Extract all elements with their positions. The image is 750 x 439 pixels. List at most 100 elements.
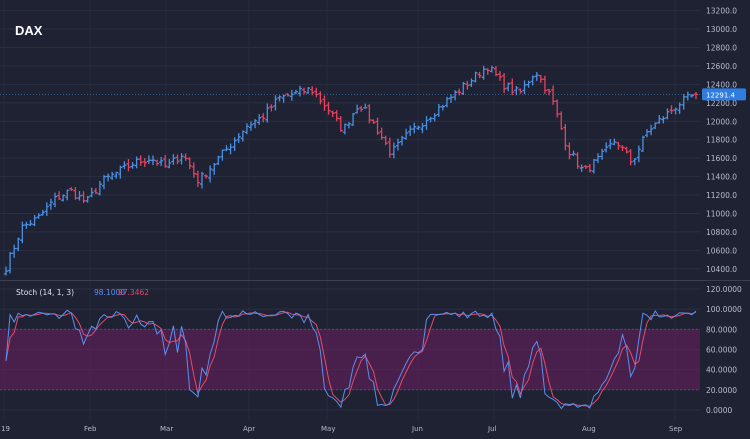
ohlc-bar [583,165,588,169]
time-tick-label: 19 [1,425,10,433]
ohlc-bar [142,158,147,168]
ohlc-bar [367,104,372,124]
ohlc-bar [444,96,449,108]
ohlc-bar [285,93,290,97]
ohlc-bar [395,138,400,151]
ohlc-bar [228,143,233,155]
ohlc-bar [326,101,331,115]
ohlc-bar [575,152,580,169]
ohlc-bar [134,156,139,169]
ohlc-bar [477,71,482,79]
ohlc-bar [542,75,547,95]
stoch-legend-name: Stoch (14, 1, 3) [16,288,74,297]
ohlc-bar [359,105,364,112]
ohlc-bar [69,187,74,191]
ohlc-bar [591,158,596,174]
stoch-tick-label: 80.0000 [706,325,737,334]
ohlc-bar [297,85,302,97]
ohlc-bar [48,198,53,210]
stoch-tick-label: 0.0000 [706,406,732,415]
ohlc-bar [473,71,478,83]
price-tick-label: 12600.0 [706,62,737,71]
ohlc-bar [224,145,229,152]
ohlc-bar [506,82,511,92]
ohlc-bar [110,171,115,180]
ohlc-bar [77,190,82,201]
ohlc-bar [649,124,654,136]
ohlc-bar [212,162,217,175]
chart-title: DAX [15,23,43,38]
ohlc-bar [420,122,425,134]
ohlc-bar [330,110,335,117]
time-axis[interactable]: 19 Feb Mar Apr May Jun Jul Aug Sep [1,425,683,433]
ohlc-bar [481,65,486,80]
ohlc-bar [195,170,200,187]
time-tick-label: May [321,425,335,433]
ohlc-bar [440,104,445,111]
ohlc-bar [689,93,694,98]
price-axis[interactable]: 13200.0 13000.0 12800.0 12600.0 12400.0 12200… [706,7,737,274]
ohlc-bar [289,89,294,101]
ohlc-bar [555,99,560,118]
ohlc-bar [306,87,311,94]
ohlc-bar [61,194,66,202]
ohlc-bar [645,128,650,138]
ohlc-bar [453,90,458,101]
ohlc-bar [52,192,57,208]
ohlc-bar [150,155,155,166]
ohlc-bar [4,266,8,276]
ohlc-bar [628,149,633,166]
ohlc-bar [314,87,319,98]
ohlc-bar [551,85,556,105]
ohlc-bar [24,221,29,229]
ohlc-bar [530,75,535,86]
ohlc-bar [346,122,351,129]
ohlc-bar [12,244,17,258]
time-tick-label: Jun [411,425,423,433]
stoch-tick-label: 100.0000 [706,305,742,314]
price-tick-label: 13000.0 [706,25,737,34]
stoch-tick-label: 20.0000 [706,386,737,395]
ohlc-bar [604,142,609,153]
ohlc-bar [167,158,172,169]
ohlc-bar [191,162,196,178]
ohlc-bar [534,71,539,81]
ohlc-bar [379,127,384,140]
ohlc-bar [65,189,70,201]
ohlc-bar [302,87,307,95]
ohlc-bar [28,219,33,226]
ohlc-bar [522,80,527,95]
ohlc-bar [657,114,662,124]
ohlc-bars [4,65,698,276]
ohlc-bar [73,187,78,200]
ohlc-bar [632,158,637,166]
ohlc-bar [40,209,45,216]
price-tick-label: 10800.0 [706,228,737,237]
ohlc-bar [114,171,119,179]
ohlc-bar [159,156,164,167]
ohlc-bar [547,88,552,96]
ohlc-bar [567,142,572,160]
price-tick-label: 12800.0 [706,43,737,52]
ohlc-bar [469,78,474,88]
ohlc-bar [8,252,13,274]
ohlc-bar [351,112,356,126]
stoch-d-value: 97.3462 [118,288,149,297]
ohlc-bar [498,71,503,81]
ohlc-bar [338,115,343,132]
ohlc-bar [244,123,249,135]
ohlc-bar [89,187,94,198]
stoch-legend: Stoch (14, 1, 3) 98.1000 97.3462 [16,288,149,297]
ohlc-bar [665,108,670,120]
ohlc-bar [310,86,315,96]
time-tick-label: Feb [84,425,97,433]
price-tick-label: 10600.0 [706,246,737,255]
price-tick-label: 12200.0 [706,99,737,108]
ohlc-bar [85,196,90,203]
stoch-axis[interactable]: 120.0000 100.0000 80.0000 60.0000 40.0000 20.… [706,285,742,415]
ohlc-bar [432,113,437,122]
stoch-tick-label: 120.0000 [706,285,742,294]
ohlc-bar [293,89,298,95]
ohlc-bar [265,103,270,123]
